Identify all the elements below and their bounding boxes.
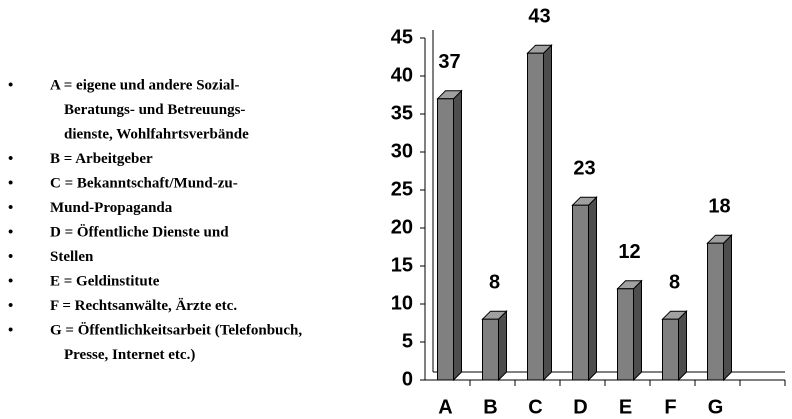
bar	[707, 242, 724, 381]
x-tick-label: F	[664, 396, 676, 418]
bar	[572, 204, 589, 381]
x-tick-label: G	[708, 396, 724, 418]
bullet: •	[8, 298, 13, 314]
bullet: •	[8, 273, 13, 289]
note-line: F = Rechtsanwälte, Ärzte etc.	[50, 298, 237, 314]
bar	[527, 52, 544, 381]
x-tick-label: B	[483, 396, 497, 418]
bullet: •	[8, 249, 13, 265]
y-tick-label: 5	[402, 330, 413, 352]
bar-side	[678, 309, 687, 382]
note-line: D = Öffentliche Dienste und	[50, 223, 229, 240]
y-tick-label: 10	[391, 292, 413, 314]
y-tick-label: 15	[391, 254, 413, 276]
bullet: •	[8, 200, 13, 216]
note-line: dienste, Wohlfahrtsverbände	[64, 126, 249, 142]
bullet: •	[8, 175, 13, 191]
bar	[617, 288, 634, 381]
bullet: •	[8, 322, 13, 338]
value-label: 37	[438, 51, 460, 73]
note-line: Stellen	[50, 249, 94, 265]
value-label: 8	[669, 271, 680, 293]
note-line: Presse, Internet etc.)	[64, 347, 195, 363]
y-tick-label: 20	[391, 216, 413, 238]
y-tick-label: 30	[391, 140, 413, 162]
y-tick-label: 45	[391, 26, 413, 48]
y-tick-label: 25	[391, 178, 413, 200]
note-line: G = Öffentlichkeitsarbeit (Telefonbuch,	[50, 321, 302, 338]
y-tick-label: 40	[391, 64, 413, 86]
note-line: Mund-Propaganda	[50, 200, 173, 216]
bullet: •	[8, 151, 13, 167]
bar-side	[588, 195, 597, 382]
value-label: 12	[618, 241, 640, 263]
value-label: 43	[528, 5, 550, 27]
value-label: 8	[489, 271, 500, 293]
value-label: 23	[573, 157, 595, 179]
bar-side	[543, 43, 552, 382]
note-line: C = Bekanntschaft/Mund-zu-	[50, 175, 238, 191]
y-tick-label: 35	[391, 102, 413, 124]
note-line: B = Arbeitgeber	[50, 151, 153, 167]
bar-side	[498, 309, 507, 382]
x-tick-label: C	[528, 396, 542, 418]
x-tick-label: D	[573, 396, 587, 418]
bar	[482, 318, 499, 381]
bar-side	[723, 233, 732, 382]
bar-side	[633, 279, 642, 382]
bar	[437, 98, 454, 381]
bar	[662, 318, 679, 381]
bullet: •	[8, 77, 13, 93]
note-line: A = eigene und andere Sozial-	[50, 77, 240, 93]
value-label: 18	[708, 195, 730, 217]
note-line: E = Geldinstitute	[50, 273, 160, 289]
x-tick-label: E	[619, 396, 632, 418]
x-tick-label: A	[438, 396, 452, 418]
note-line: Beratungs- und Betreuungs-	[64, 102, 245, 118]
bullet: •	[8, 224, 13, 240]
bar-side	[453, 89, 462, 382]
y-tick-label: 0	[402, 368, 413, 390]
